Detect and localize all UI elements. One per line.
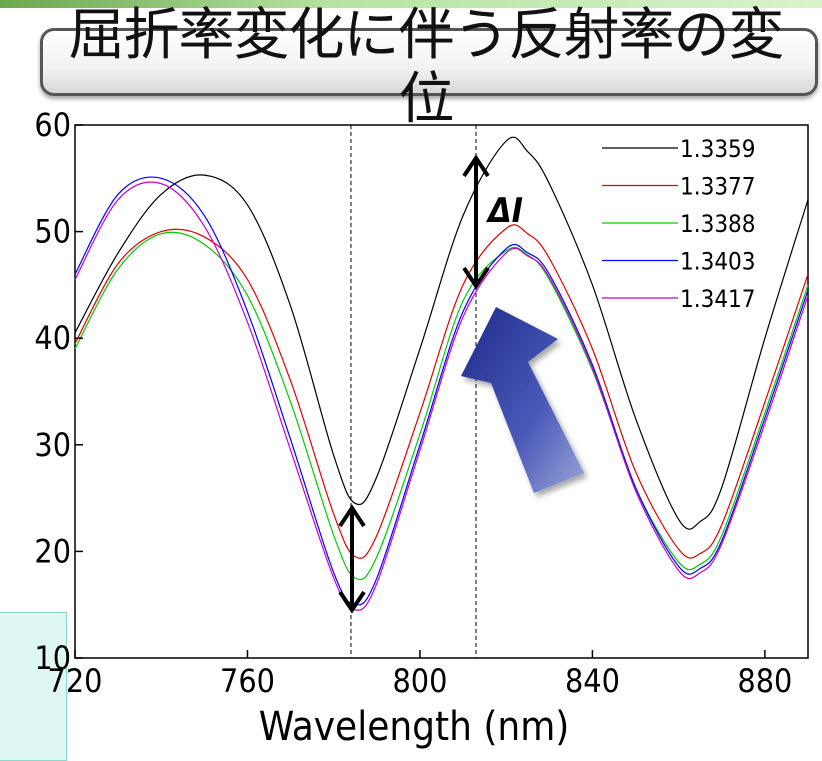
x-tick-label-840: 840 xyxy=(565,662,620,700)
legend-label-1-3377: 1.3377 xyxy=(680,173,756,201)
series-line-1-3403 xyxy=(74,176,809,606)
y-tick-label-30: 30 xyxy=(34,426,71,464)
title-banner xyxy=(40,28,818,96)
slide-title-line1: 屈折率変化に伴う反射率の変 xyxy=(68,3,785,68)
plot-frame xyxy=(74,124,809,659)
legend-label-1-3359: 1.3359 xyxy=(680,135,756,163)
up-arrow-icon xyxy=(461,307,584,493)
plot-area-border xyxy=(74,124,809,659)
x-tick-label-880: 880 xyxy=(737,662,792,700)
legend: 1.3359 1.3377 1.3388 1.3403 1.3417 xyxy=(602,135,756,313)
annotations: ΔI xyxy=(338,154,584,614)
top-accent-strip xyxy=(0,0,822,8)
legend-label-1-3417: 1.3417 xyxy=(680,285,756,313)
legend-label-1-3388: 1.3388 xyxy=(680,210,756,238)
delta-i-label: ΔI xyxy=(485,191,523,231)
y-tick-label-10: 10 xyxy=(34,639,71,677)
x-tick-label-760: 760 xyxy=(220,662,275,700)
series-line-1-3359 xyxy=(74,136,809,530)
x-tick-label-800: 800 xyxy=(392,662,447,700)
series-layer xyxy=(74,136,809,611)
series-line-1-3417 xyxy=(74,181,809,611)
x-axis-label: Wavelength (nm) xyxy=(259,704,570,750)
y-tick-label-60: 60 xyxy=(34,106,71,144)
y-tick-label-50: 50 xyxy=(34,213,71,251)
series-line-1-3388 xyxy=(74,231,809,581)
y-tick-label-40: 40 xyxy=(34,319,71,357)
x-tick-label-720: 720 xyxy=(48,662,103,700)
delta-arrow-upper xyxy=(462,154,490,290)
delta-arrow-lower xyxy=(338,504,366,614)
series-line-1-3377 xyxy=(74,224,809,559)
y-tick-label-20: 20 xyxy=(34,532,71,570)
reference-lines xyxy=(350,125,477,658)
slide-title: 屈折率変化に伴う反射率の変 位 xyxy=(40,4,812,132)
slide-title-line2: 位 xyxy=(398,67,455,132)
axis-ticks: 720 760 800 840 880 10 20 30 40 50 60 xyxy=(34,106,792,700)
side-panel-box xyxy=(0,612,67,761)
legend-label-1-3403: 1.3403 xyxy=(680,248,756,276)
